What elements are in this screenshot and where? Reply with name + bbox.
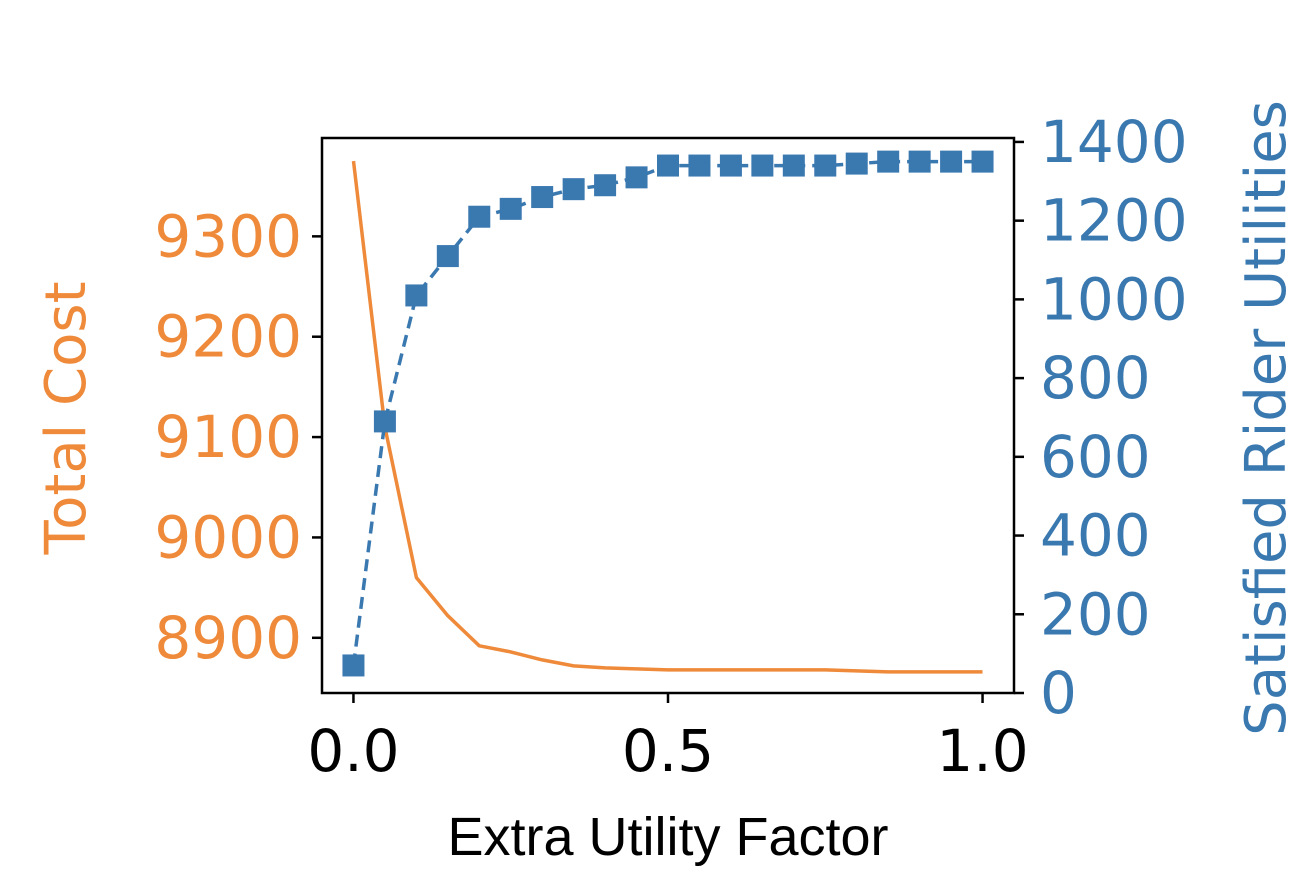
satisfied-rider-utilities-point <box>625 166 648 189</box>
right-tick-label: 200 <box>1040 580 1151 648</box>
left-tick-label: 9300 <box>154 202 302 270</box>
satisfied-rider-utilities-point <box>657 154 679 177</box>
satisfied-rider-utilities-point <box>814 154 837 177</box>
left-axis-ticks: 8900 9000 9100 9200 9300 <box>154 202 322 672</box>
left-tick-label: 9100 <box>154 403 302 471</box>
satisfied-rider-utilities-point <box>751 154 774 177</box>
right-axis-label: Satisfied Rider Utilities <box>1234 100 1299 736</box>
satisfied-rider-utilities-point <box>845 152 868 175</box>
satisfied-rider-utilities-point <box>877 150 900 173</box>
x-tick-label: 0.5 <box>622 717 714 785</box>
total-cost-line <box>351 160 983 674</box>
satisfied-rider-utilities-point <box>468 205 491 228</box>
right-tick-label: 400 <box>1040 502 1151 570</box>
satisfied-rider-utilities-point <box>688 154 711 177</box>
series-layer <box>342 150 994 677</box>
right-tick-label: 1200 <box>1040 187 1188 255</box>
right-tick-label: 600 <box>1040 423 1151 491</box>
satisfied-rider-utilities-point <box>562 178 585 201</box>
left-tick-label: 9000 <box>154 503 302 571</box>
satisfied-rider-utilities-point <box>436 245 459 268</box>
satisfied-rider-utilities-point <box>719 154 742 177</box>
right-tick-label: 800 <box>1040 344 1151 412</box>
x-axis-label: Extra Utility Factor <box>447 807 888 867</box>
x-tick-label: 0.0 <box>307 717 399 785</box>
right-tick-label: 0 <box>1040 659 1077 727</box>
right-tick-label: 1000 <box>1040 265 1188 333</box>
satisfied-rider-utilities-point <box>342 654 365 677</box>
satisfied-rider-utilities-point <box>782 154 805 177</box>
satisfied-rider-utilities-point <box>499 197 522 220</box>
plot-frame <box>320 136 1016 695</box>
right-axis-ticks: 0 200 400 600 800 1000 1200 1400 <box>1014 108 1188 727</box>
satisfied-rider-utilities-point <box>971 150 994 173</box>
left-tick-label: 9200 <box>154 303 302 371</box>
satisfied-rider-utilities-point <box>405 284 428 307</box>
satisfied-rider-utilities-point <box>531 186 554 209</box>
x-tick-label: 1.0 <box>936 717 1028 785</box>
right-tick-label: 1400 <box>1040 108 1188 176</box>
satisfied-rider-utilities-line <box>351 159 983 666</box>
satisfied-rider-utilities-point <box>908 150 931 173</box>
satisfied-rider-utilities-point <box>373 410 396 433</box>
left-tick-label: 8900 <box>154 604 302 672</box>
x-axis-ticks: 0.0 0.5 1.0 <box>307 693 1029 785</box>
satisfied-rider-utilities-point <box>940 150 963 173</box>
satisfied-rider-utilities-point <box>594 174 617 197</box>
left-axis-label: Total Cost <box>34 281 99 555</box>
